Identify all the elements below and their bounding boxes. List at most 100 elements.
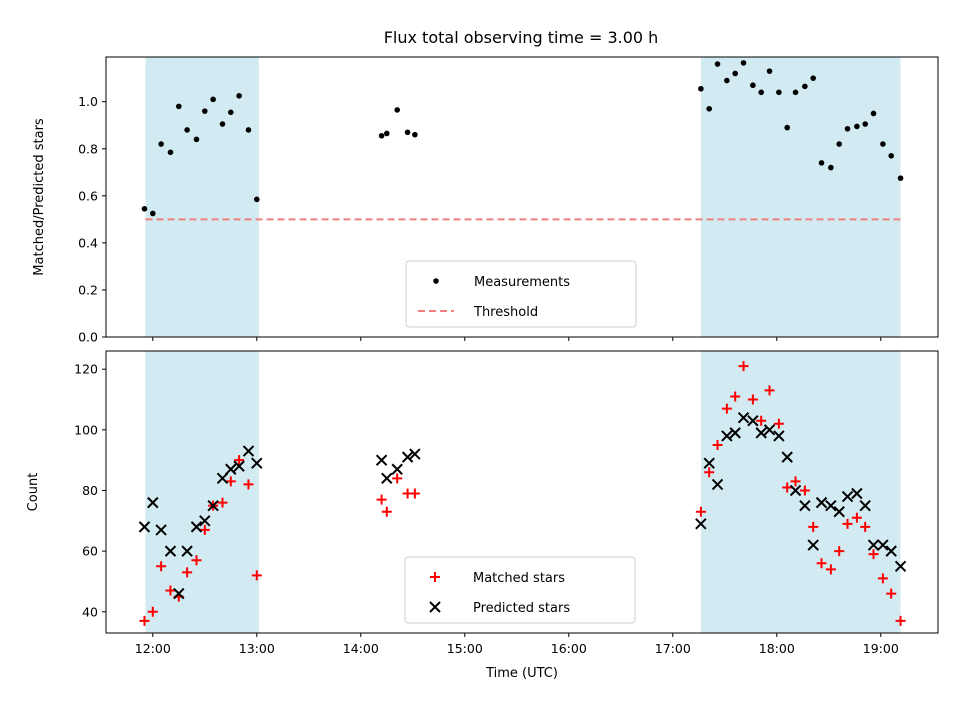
predicted-star-point	[721, 430, 733, 442]
shaded-span	[700, 57, 901, 337]
x-tick-label: 16:00	[551, 641, 587, 656]
matched-star-point	[868, 549, 879, 560]
matched-star-point	[756, 415, 767, 426]
matched-star-point	[721, 403, 732, 414]
matched-star-point	[773, 418, 784, 429]
measurement-point	[245, 127, 252, 133]
matched-star-point	[799, 485, 810, 496]
measurement-point	[394, 107, 401, 113]
predicted-star-point	[164, 545, 177, 557]
predicted-star-point	[190, 521, 203, 533]
measurement-point	[706, 105, 712, 112]
matched-star-point	[243, 479, 254, 490]
predicted-star-point	[747, 415, 759, 427]
measurement-point	[784, 124, 790, 131]
predicted-star-point	[833, 506, 845, 518]
predicted-star-point	[207, 499, 219, 512]
matched-star-point	[808, 521, 819, 532]
shaded-span	[700, 351, 901, 633]
predicted-star-point	[199, 515, 211, 527]
predicted-star-point	[181, 545, 193, 557]
predicted-star-point	[401, 451, 414, 463]
x-tick-label: 18:00	[759, 641, 795, 656]
matched-star-point	[851, 512, 862, 523]
matched-star-point	[816, 558, 827, 569]
measurement-point	[184, 127, 190, 133]
matched-star-point	[165, 585, 176, 596]
legend-label: Predicted stars	[473, 601, 570, 616]
matched-star-point	[409, 488, 420, 499]
matched-star-point	[834, 546, 845, 557]
measurement-point	[828, 164, 834, 171]
predicted-star-point	[755, 427, 767, 439]
x-tick-label: 14:00	[343, 641, 379, 656]
matched-star-point	[764, 385, 775, 396]
y-tick-label: 100	[74, 422, 98, 437]
x-tick-label: 17:00	[655, 641, 691, 656]
matched-star-point	[199, 524, 210, 535]
measurement-point	[844, 125, 851, 132]
figure-title: Flux total observing time = 3.00 h	[384, 28, 659, 47]
matched-star-point	[191, 555, 202, 566]
legend-marker-measurements	[433, 278, 439, 284]
measurement-point	[750, 82, 756, 89]
measurement-point	[810, 75, 816, 81]
matched-star-point	[392, 473, 403, 484]
predicted-star-point	[825, 499, 837, 512]
legend-label: Measurements	[474, 275, 570, 290]
measurement-point	[724, 77, 730, 84]
matched-star-point	[877, 573, 888, 584]
predicted-star-point	[242, 445, 255, 457]
measurement-point	[219, 121, 226, 127]
predicted-star-point	[859, 499, 871, 512]
matched-star-point	[234, 455, 245, 466]
y-tick-label: 0.0	[78, 330, 98, 345]
matched-star-point	[156, 561, 167, 572]
predicted-star-point	[173, 587, 185, 600]
measurement-point	[836, 141, 842, 147]
legend-box	[405, 260, 637, 328]
matched-star-point	[217, 497, 228, 508]
matched-star-point	[381, 506, 392, 517]
measurement-point	[404, 129, 411, 136]
matched-star-point	[730, 391, 741, 402]
matched-star-point	[842, 518, 853, 529]
y-tick-label: 1.0	[78, 94, 98, 109]
predicted-star-point	[885, 545, 897, 557]
measurement-point	[176, 103, 182, 110]
predicted-star-point	[409, 448, 421, 460]
matched-star-point	[747, 394, 758, 405]
measurement-point	[802, 83, 808, 90]
matched-star-point	[860, 521, 871, 532]
matched-star-point	[147, 606, 158, 617]
predicted-star-point	[737, 412, 750, 424]
measurement-point	[193, 136, 200, 143]
measurement-point	[228, 109, 234, 116]
measurement-point	[766, 68, 773, 74]
legend-marker-predicted	[429, 601, 441, 613]
measurement-point	[210, 96, 216, 103]
predicted-star-point	[391, 463, 403, 475]
predicted-star-point	[867, 539, 880, 551]
legend-label: Matched stars	[473, 571, 565, 586]
y-axis-label: Count	[26, 473, 41, 512]
predicted-star-point	[138, 521, 151, 533]
matched-star-point	[895, 615, 906, 626]
legend: Matched stars Predicted stars	[404, 556, 636, 624]
bottom-panel-count-chart: 40 60 80 100 120 12:00 13:00 14:00 15:00 16:00 17:…	[26, 350, 939, 681]
predicted-star-point	[695, 518, 707, 530]
predicted-star-point	[251, 457, 263, 469]
measurement-point	[758, 89, 764, 96]
axes-frame	[105, 56, 939, 338]
matched-star-point	[712, 440, 723, 450]
measurement-point	[141, 205, 148, 212]
measurement-point	[732, 70, 738, 77]
matched-star-point	[738, 361, 749, 372]
x-tick-label: 15:00	[447, 641, 483, 656]
measurement-point	[714, 61, 721, 67]
predicted-star-point	[894, 560, 907, 572]
legend-marker-matched	[430, 572, 440, 582]
measurement-point	[412, 131, 418, 138]
y-tick-label: 0.2	[78, 282, 98, 297]
